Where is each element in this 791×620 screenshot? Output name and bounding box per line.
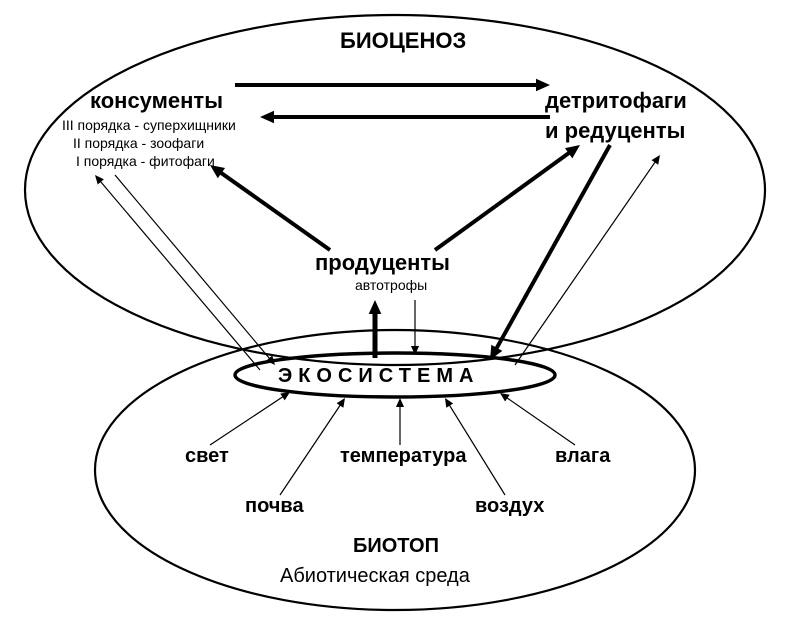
- consumers-sub3: I порядка - фитофаги: [76, 153, 215, 169]
- consumers-sub1: III порядка - суперхищники: [62, 117, 236, 133]
- consumers-sub2: II порядка - зоофаги: [73, 135, 204, 151]
- reducers-label: и редуценты: [545, 118, 685, 144]
- moisture-label: влага: [555, 445, 610, 468]
- soil-label: почва: [245, 495, 304, 518]
- biotop-title: БИОТОП: [353, 535, 439, 558]
- producers-sub: автотрофы: [355, 277, 427, 293]
- consumers-label: консументы: [90, 88, 223, 114]
- abiotic-label: Абиотическая среда: [280, 565, 470, 588]
- biocenosis-title: БИОЦЕНОЗ: [340, 28, 466, 54]
- air-label: воздух: [475, 495, 544, 518]
- temperature-label: температура: [340, 445, 466, 468]
- ecosystem-label: ЭКОСИСТЕМА: [278, 365, 479, 388]
- detritophages-label: детритофаги: [545, 88, 687, 114]
- light-label: свет: [185, 445, 229, 468]
- producers-label: продуценты: [315, 250, 450, 276]
- ecosystem-diagram: { "diagram": { "type": "flowchart", "can…: [0, 0, 791, 620]
